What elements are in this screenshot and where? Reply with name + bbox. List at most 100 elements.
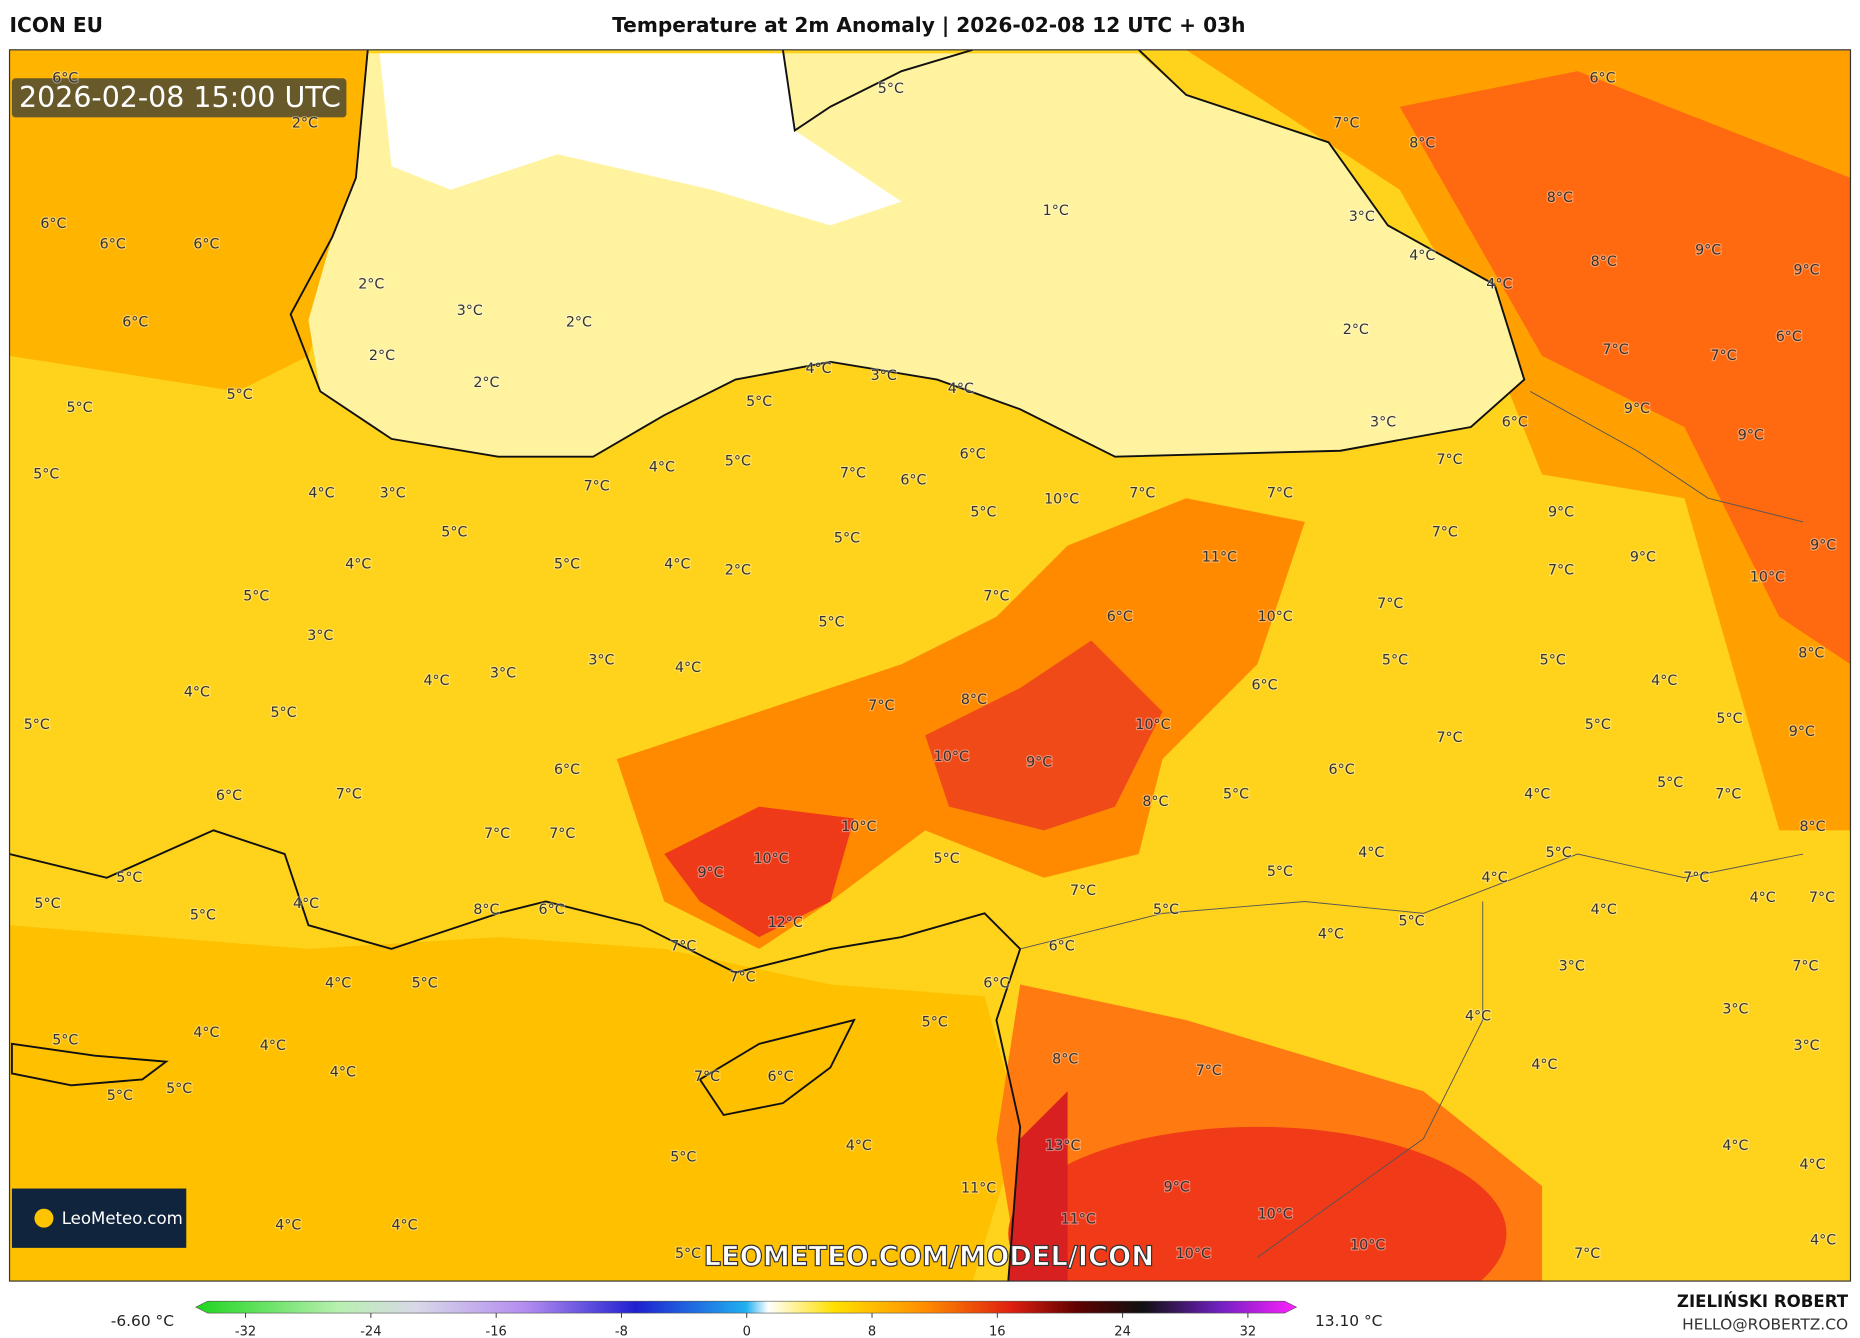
temperature-label: 5°C [675, 1246, 701, 1262]
temperature-label: 9°C [1026, 755, 1052, 771]
temperature-label: 4°C [275, 1217, 301, 1233]
temperature-label: 1°C [1043, 203, 1069, 219]
temperature-label: 7°C [484, 826, 510, 842]
temperature-label: 4°C [664, 557, 690, 573]
temperature-label: 4°C [308, 485, 334, 501]
temperature-label: 4°C [805, 361, 831, 377]
temperature-label: 4°C [1358, 845, 1384, 861]
watermark: LEOMETEO.COM/MODEL/ICON [704, 1242, 1154, 1273]
temperature-label: 3°C [1349, 209, 1375, 225]
colorbar-max: 13.10 °C [1315, 1312, 1382, 1330]
temperature-label: 5°C [1382, 653, 1408, 669]
temperature-label: 5°C [970, 504, 996, 520]
temperature-label: 3°C [1722, 1001, 1748, 1017]
temperature-label: 4°C [184, 685, 210, 701]
temperature-label: 8°C [473, 902, 499, 918]
temperature-label: 5°C [554, 557, 580, 573]
temperature-label: 8°C [961, 692, 987, 708]
temperature-label: 4°C [1810, 1233, 1836, 1249]
temperature-label: 5°C [878, 81, 904, 97]
temperature-label: 2°C [292, 115, 318, 131]
hot-area [1399, 71, 1851, 665]
colorbar-tick-label: 24 [1114, 1325, 1131, 1338]
temperature-label: 10°C [841, 819, 876, 835]
temperature-label: 8°C [1591, 254, 1617, 270]
colorbar-tick-label: 32 [1240, 1325, 1257, 1338]
temperature-label: 11°C [1202, 550, 1237, 566]
temperature-label: 6°C [216, 788, 242, 804]
temperature-label: 10°C [1750, 570, 1785, 586]
timestamp: 2026-02-08 15:00 UTC [19, 81, 341, 114]
temperature-label: 5°C [1223, 787, 1249, 803]
temperature-label: 7°C [670, 939, 696, 955]
temperature-label: 7°C [694, 1069, 720, 1085]
temperature-label: 3°C [307, 628, 333, 644]
temperature-label: 6°C [960, 446, 986, 462]
temperature-label: 10°C [753, 851, 788, 867]
temperature-label: 4°C [846, 1138, 872, 1154]
temperature-label: 7°C [1432, 525, 1458, 541]
temperature-label: 10°C [1176, 1246, 1211, 1262]
coastlines [9, 49, 1526, 1282]
temperature-label: 4°C [391, 1217, 417, 1233]
cold-area [379, 53, 902, 226]
temperature-label: 5°C [1267, 864, 1293, 880]
temperature-label: 6°C [1502, 414, 1528, 430]
sea-area [9, 925, 1021, 1282]
temperature-label: 5°C [725, 453, 751, 469]
temperature-label: 4°C [1465, 1009, 1491, 1025]
temperature-label: 6°C [1776, 329, 1802, 345]
temperature-label: 6°C [539, 902, 565, 918]
temperature-label: 7°C [1129, 485, 1155, 501]
hot-core [1008, 1091, 1068, 1282]
temperature-labels: 6°C 2°C 6°C 6°C 6°C 2°C 3°C 2°C 2°C 2°C 6°C 5°C 5°C 5… [23, 69, 1838, 1263]
colorbar-tick-label: -24 [360, 1325, 381, 1338]
temperature-label: 3°C [588, 653, 614, 669]
temperature-label: 10°C [1258, 1207, 1293, 1223]
temperature-label: 4°C [1486, 277, 1512, 293]
temperature-label: 8°C [1142, 794, 1168, 810]
hot-core [1008, 1126, 1507, 1282]
temperature-label: 7°C [549, 826, 575, 842]
temperature-label: 7°C [1809, 890, 1835, 906]
temperature-label: 4°C [1750, 890, 1776, 906]
temperature-label: 9°C [698, 865, 724, 881]
hot-core [925, 640, 1163, 831]
temperature-label: 3°C [871, 368, 897, 384]
temperature-label: 4°C [1799, 1157, 1825, 1173]
temperature-label: 4°C [1591, 902, 1617, 918]
temperature-label: 7°C [1574, 1246, 1600, 1262]
temperature-label: 3°C [1559, 959, 1585, 975]
author: ZIELIŃSKI ROBERT [1677, 1292, 1849, 1311]
temperature-label: 5°C [66, 400, 92, 416]
temperature-label: 7°C [1603, 342, 1629, 358]
temperature-label: 7°C [1436, 452, 1462, 468]
temperature-label: 8°C [1799, 819, 1825, 835]
temperature-label: 5°C [922, 1014, 948, 1030]
temperature-label: 2°C [473, 375, 499, 391]
email: HELLO@ROBERTZ.CO [1682, 1316, 1848, 1334]
temperature-label: 10°C [1258, 609, 1293, 625]
colorbar-tick-label: -16 [486, 1325, 507, 1338]
map: 2026-02-08 15:00 UTC 6°C 2°C 6°C 6°C 6°C 2°C 3… [9, 49, 1851, 1282]
temperature-label: 7°C [868, 698, 894, 714]
temperature-label: 5°C [190, 908, 216, 924]
temperature-label: 4°C [948, 381, 974, 397]
temperature-label: 8°C [1409, 136, 1435, 152]
temperature-label: 6°C [900, 472, 926, 488]
temperature-label: 5°C [670, 1150, 696, 1166]
temperature-label: 9°C [1794, 262, 1820, 278]
temperature-label: 3°C [457, 303, 483, 319]
temperature-label: 10°C [1135, 717, 1170, 733]
temperature-label: 7°C [336, 787, 362, 803]
temperature-label: 4°C [345, 557, 371, 573]
temperature-label: 6°C [1329, 762, 1355, 778]
hot-core [664, 806, 855, 938]
temperature-label: 6°C [52, 70, 78, 86]
temperature-label: 4°C [1651, 673, 1677, 689]
temperature-label: 4°C [330, 1064, 356, 1080]
temperature-label: 11°C [961, 1181, 996, 1197]
temperature-label: 3°C [490, 666, 516, 682]
